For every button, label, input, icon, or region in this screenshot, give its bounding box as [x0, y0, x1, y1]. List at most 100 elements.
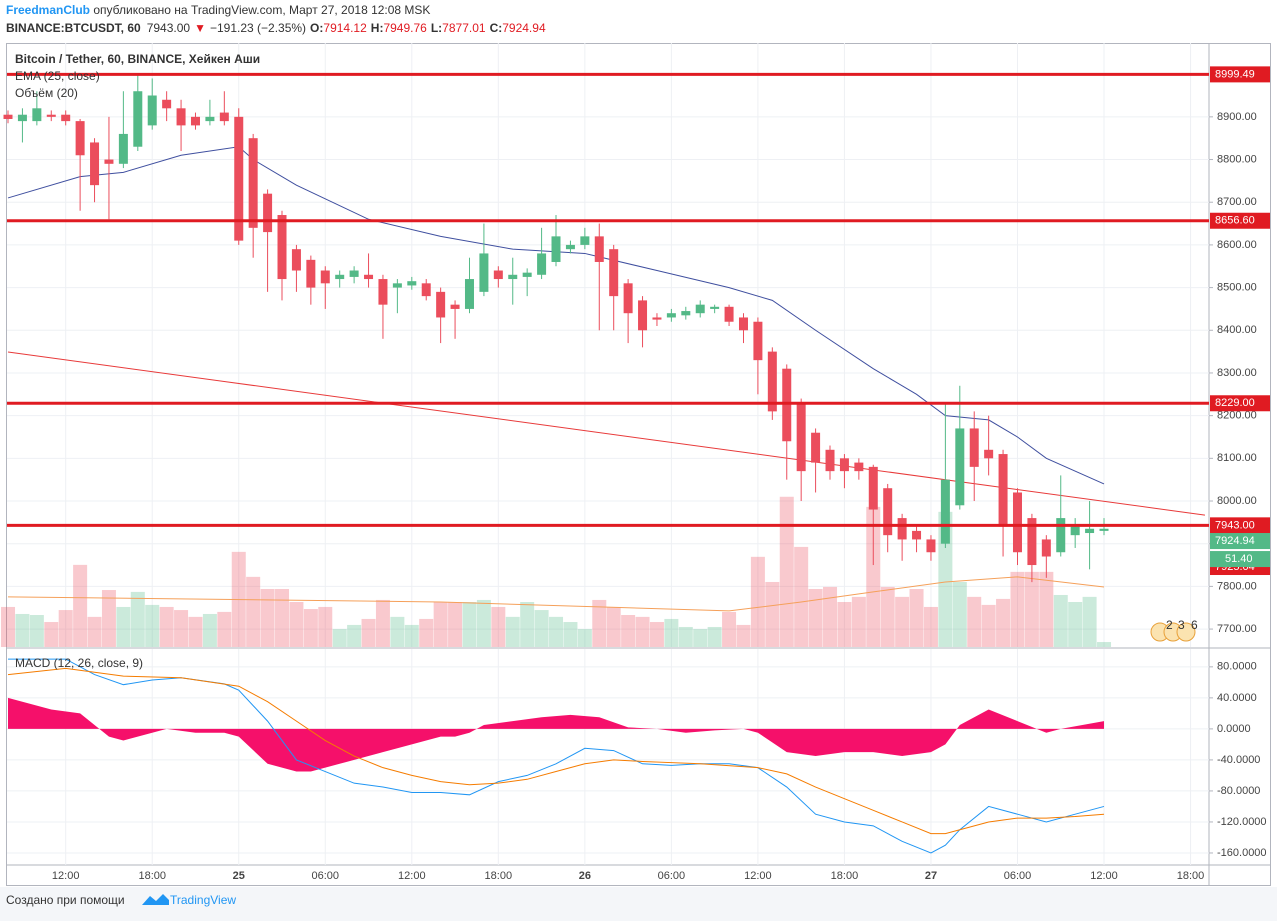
y-tick-label: 80.0000: [1217, 661, 1257, 673]
x-tick-label: 12:00: [398, 870, 426, 882]
candle-body: [594, 236, 604, 262]
candle-body: [681, 311, 691, 316]
candle-body: [349, 270, 359, 277]
candle-body: [219, 112, 229, 122]
candle-body: [638, 300, 648, 331]
candle-body: [940, 479, 950, 544]
ohlc-key: C:: [490, 21, 503, 35]
candle-body: [767, 351, 777, 412]
y-tick-label: 8700.00: [1217, 196, 1257, 208]
x-tick-label: 18:00: [831, 870, 859, 882]
level-label-bg: [1210, 66, 1270, 83]
volume-bar: [750, 556, 765, 647]
badge-count: 3: [1178, 618, 1185, 632]
candle-body: [306, 259, 316, 288]
volume-bar: [1097, 642, 1112, 647]
volume-bar: [592, 599, 607, 647]
candle-body: [969, 428, 979, 467]
volume-bar: [188, 616, 203, 647]
candle-body: [839, 458, 849, 472]
symbol: BINANCE:BTCUSDT, 60: [6, 21, 141, 35]
candle-body: [580, 236, 590, 245]
candle-body: [291, 249, 301, 271]
volume-bar: [765, 581, 780, 647]
volume-bar: [130, 591, 145, 647]
x-tick-label: 18:00: [138, 870, 166, 882]
ohlc-value: 7914.12: [323, 21, 367, 35]
x-tick-label: 18:00: [1177, 870, 1205, 882]
candle-body: [17, 114, 27, 122]
candle-body: [32, 108, 42, 122]
volume-bar: [419, 618, 434, 647]
volume-bar: [1024, 571, 1039, 647]
volume-bar: [895, 596, 910, 647]
volume-bar: [246, 576, 261, 647]
candle-body: [623, 283, 633, 314]
author[interactable]: FreedmanClub: [6, 3, 90, 17]
ohlc-value: 7924.94: [502, 21, 546, 35]
price-label: 7924.94: [1215, 535, 1255, 547]
y-tick-label: 8100.00: [1217, 452, 1257, 464]
volume-bar: [476, 599, 491, 647]
volume-bar: [649, 622, 664, 647]
candle-body: [407, 281, 417, 286]
candle-body: [998, 454, 1008, 527]
y-tick-label: 8400.00: [1217, 324, 1257, 336]
volume-bar: [534, 610, 549, 647]
candle-body: [392, 283, 402, 288]
volume-bar: [851, 596, 866, 647]
candle-body: [1099, 528, 1109, 531]
candle-body: [695, 304, 705, 314]
badge-count: 2: [1166, 618, 1173, 632]
tv-logo[interactable]: [142, 894, 169, 905]
volume-bar: [275, 588, 290, 647]
volume-bar: [707, 626, 722, 647]
volume-bar: [923, 606, 938, 647]
x-tick-label: 06:00: [312, 870, 340, 882]
y-tick-label: -80.0000: [1217, 785, 1260, 797]
volume-bar: [116, 606, 131, 647]
volume-bar: [808, 588, 823, 647]
ohlc-key: H:: [371, 21, 384, 35]
volume-bar: [433, 601, 448, 647]
candle-body: [912, 530, 922, 540]
level-label-bg: [1210, 395, 1270, 412]
candle-body: [248, 138, 258, 228]
footer-text: Создано при помощи: [6, 893, 125, 907]
candle-body: [162, 99, 172, 109]
x-tick-label: 12:00: [1090, 870, 1118, 882]
volume-bar: [29, 615, 44, 647]
volume-label-bg: [1210, 551, 1270, 568]
badge-count: 6: [1191, 618, 1198, 632]
candle-body: [868, 466, 878, 510]
volume-bar: [635, 616, 650, 647]
volume-bar: [1, 606, 16, 647]
macd-line: [8, 658, 1105, 854]
candle-body: [508, 274, 518, 280]
volume-bar: [1010, 571, 1025, 647]
badge[interactable]: [1176, 622, 1196, 642]
ema-legend: EMA (25, close): [15, 69, 100, 83]
volume-bar: [318, 606, 333, 647]
candle-body: [551, 236, 561, 262]
candle-body: [811, 432, 821, 463]
volume-bar: [996, 598, 1011, 647]
ohlc-value: 7949.76: [383, 21, 427, 35]
badges[interactable]: 2 3 6: [1150, 618, 1198, 642]
header-line-2: BINANCE:BTCUSDT, 60 7943.00 ▼ −191.23 (−2.3…: [6, 21, 546, 35]
volume-bar: [390, 616, 405, 647]
candle-body: [897, 518, 907, 540]
candle-body: [75, 121, 85, 156]
candle-body: [738, 317, 748, 331]
y-tick-label: 8200.00: [1217, 410, 1257, 422]
candle-body: [364, 274, 374, 280]
candle-body: [1012, 492, 1022, 553]
volume-bar: [44, 622, 59, 647]
volume-bar: [866, 506, 881, 647]
candle-body: [565, 244, 575, 250]
candle-body: [3, 114, 13, 119]
volume-bar: [361, 618, 376, 647]
footer-brand[interactable]: TradingView: [170, 893, 236, 907]
volume-bar: [73, 564, 88, 647]
level-label: 7943.00: [1215, 519, 1255, 531]
